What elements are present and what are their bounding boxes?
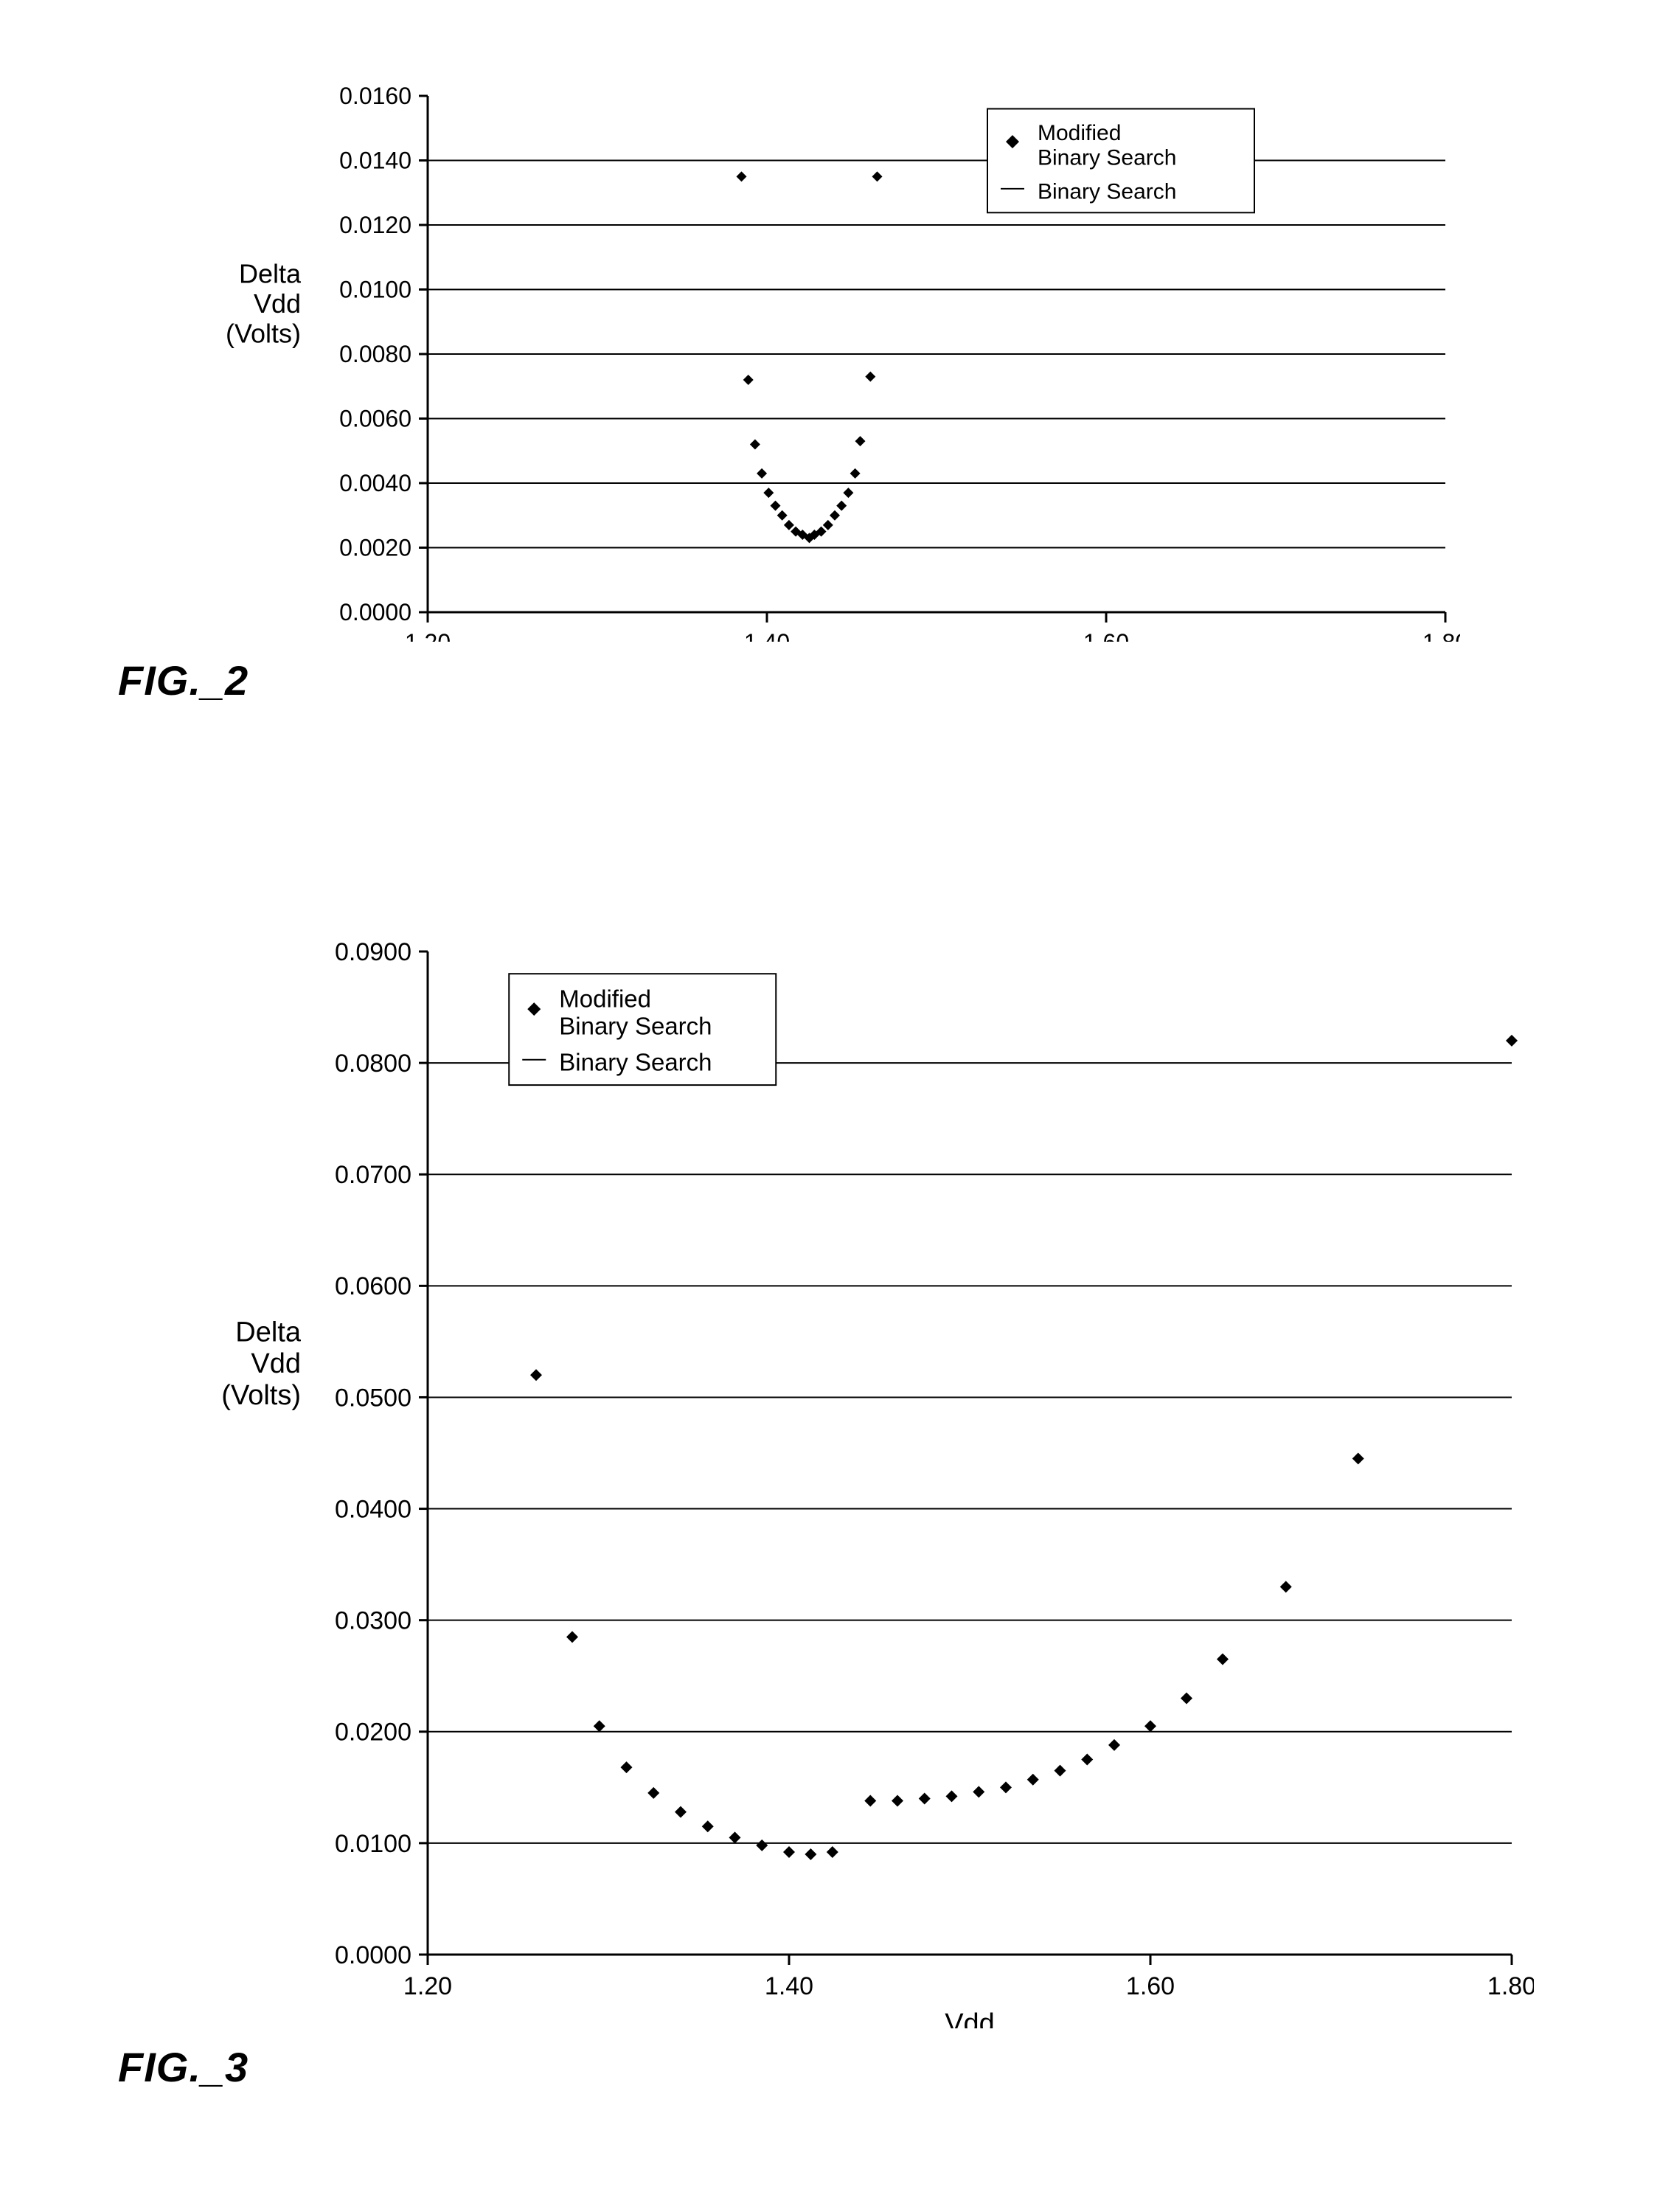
figure-2: 0.0000 0.0020 0.0040 0.0060 0.0080 0.0100 0.01… [118,44,1460,730]
svg-text:1.80: 1.80 [1487,1972,1534,2000]
svg-text:0.0060: 0.0060 [339,406,411,432]
svg-text:0.0020: 0.0020 [339,535,411,561]
svg-text:1.40: 1.40 [744,629,790,642]
svg-text:Vdd: Vdd [945,2008,995,2028]
svg-text:Delta: Delta [239,259,302,289]
svg-text:Binary Search: Binary Search [1038,146,1176,170]
svg-text:1.60: 1.60 [1126,1972,1175,2000]
svg-text:Vdd: Vdd [254,288,301,319]
svg-text:Binary Search: Binary Search [559,1013,712,1040]
figure-3-label: FIG._3 [118,2043,249,2091]
svg-text:1.80: 1.80 [1422,629,1460,642]
svg-text:Modified: Modified [559,985,651,1013]
svg-text:0.0500: 0.0500 [335,1384,411,1412]
figure-2-svg: 0.0000 0.0020 0.0040 0.0060 0.0080 0.0100 0.01… [118,44,1460,642]
svg-text:1.40: 1.40 [765,1972,813,2000]
svg-text:Binary Search: Binary Search [559,1049,712,1076]
svg-text:(Volts): (Volts) [221,1380,301,1411]
svg-text:0.0080: 0.0080 [339,341,411,367]
svg-text:0.0100: 0.0100 [339,277,411,303]
svg-text:0.0000: 0.0000 [335,1941,411,1969]
svg-text:0.0000: 0.0000 [339,599,411,625]
svg-text:Vdd: Vdd [251,1348,301,1379]
svg-text:Modified: Modified [1038,121,1121,145]
svg-text:0.0160: 0.0160 [339,83,411,109]
svg-text:0.0900: 0.0900 [335,938,411,966]
svg-text:1.60: 1.60 [1083,629,1129,642]
svg-text:0.0300: 0.0300 [335,1607,411,1635]
page: 0.0000 0.0020 0.0040 0.0060 0.0080 0.0100 0.01… [0,0,1671,2212]
svg-text:0.0800: 0.0800 [335,1050,411,1078]
figure-3-svg: 0.0000 0.0100 0.0200 0.0300 0.0400 0.0500 0.06… [118,907,1534,2028]
figure-2-label: FIG._2 [118,656,249,704]
svg-text:1.20: 1.20 [405,629,451,642]
svg-text:0.0700: 0.0700 [335,1161,411,1189]
svg-text:1.20: 1.20 [403,1972,452,2000]
svg-text:0.0400: 0.0400 [335,1495,411,1523]
svg-text:0.0120: 0.0120 [339,212,411,238]
svg-text:Delta: Delta [235,1317,302,1348]
svg-text:0.0200: 0.0200 [335,1719,411,1747]
svg-text:0.0600: 0.0600 [335,1272,411,1300]
svg-text:0.0140: 0.0140 [339,148,411,174]
svg-text:0.0040: 0.0040 [339,470,411,496]
svg-text:(Volts): (Volts) [226,318,301,348]
figure-3: 0.0000 0.0100 0.0200 0.0300 0.0400 0.0500 0.06… [118,907,1534,2117]
svg-text:Binary Search: Binary Search [1038,179,1176,204]
svg-text:0.0100: 0.0100 [335,1830,411,1858]
